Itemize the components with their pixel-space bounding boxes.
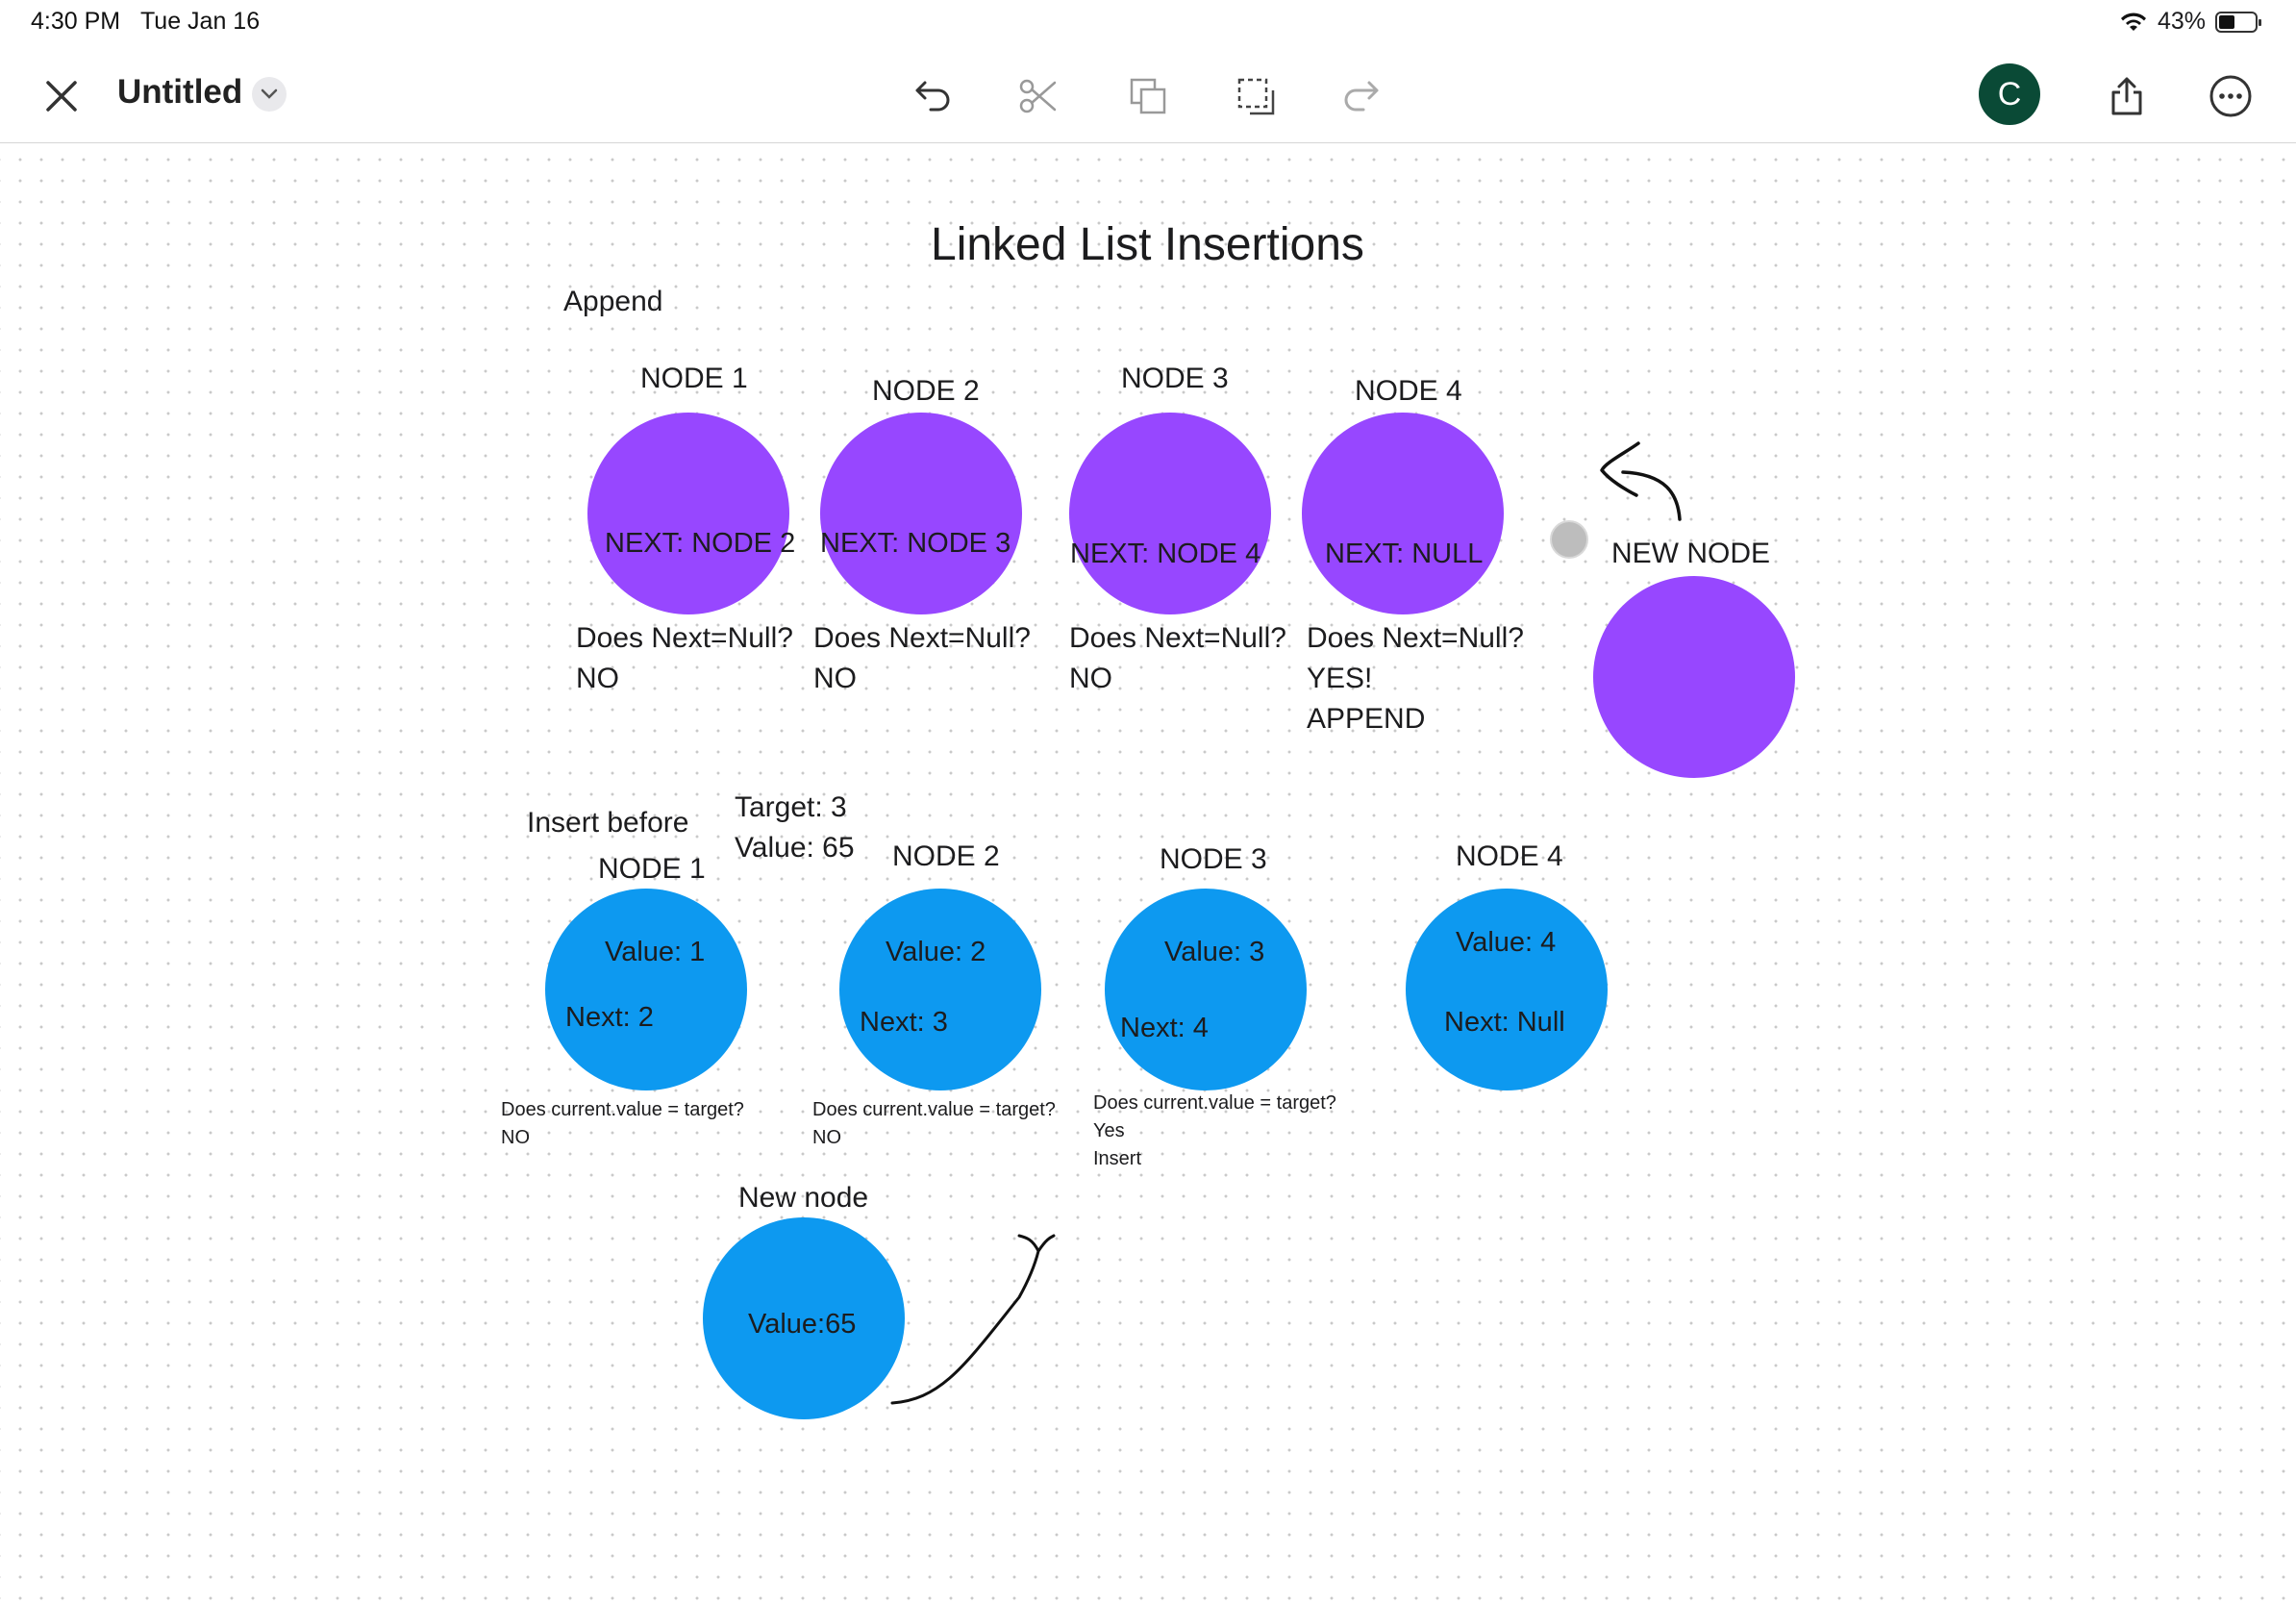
append-node-2-check: Does Next=Null? NO (813, 622, 1031, 694)
insert-new-node-circle[interactable] (703, 1217, 905, 1419)
avatar[interactable]: C (1979, 63, 2040, 125)
append-node-1-check: Does Next=Null? NO (576, 622, 793, 694)
share-icon (2111, 77, 2142, 115)
insert-node-1-check: Does current.value = target? NO (501, 1099, 744, 1148)
cut-button[interactable] (1008, 65, 1069, 127)
undo-icon (915, 81, 950, 112)
insert-node-4-next: Next: Null (1444, 1007, 1565, 1038)
insert-node-1-value: Value: 1 (605, 937, 706, 967)
close-icon (46, 81, 77, 112)
battery-icon (2215, 11, 2261, 33)
insert-node-3-value: Value: 3 (1164, 937, 1265, 967)
chevron-down-icon (261, 88, 278, 99)
connector-handle[interactable] (1550, 520, 1588, 559)
append-section-label: Append (563, 286, 663, 317)
cut-icon (1019, 79, 1057, 113)
append-node-3-circle[interactable] (1069, 413, 1271, 614)
insert-node-2-check: Does current.value = target? NO (812, 1099, 1056, 1148)
insert-node-4-circle[interactable] (1406, 889, 1608, 1090)
wifi-icon (2120, 12, 2146, 31)
insert-node-1-label: NODE 1 (598, 853, 706, 885)
insert-node-2-next: Next: 3 (860, 1007, 948, 1038)
select-icon (1237, 78, 1275, 115)
insert-node-3-label: NODE 3 (1160, 843, 1267, 875)
status-indicators: 43% (2119, 8, 2261, 36)
status-bar: 4:30 PM Tue Jan 16 43% (0, 0, 2296, 48)
append-node-3-next: NEXT: NODE 4 (1070, 539, 1261, 569)
insert-section-label: Insert before (527, 807, 689, 839)
title-menu-button[interactable] (252, 77, 287, 112)
insert-params: Target: 3 Value: 65 (735, 791, 855, 864)
drawing-canvas[interactable]: Linked List Insertions Append NODE 1 NOD… (0, 143, 2296, 1604)
append-node-2-next: NEXT: NODE 3 (820, 528, 1011, 559)
more-icon (2209, 75, 2252, 117)
curved-arrow-ink (1600, 441, 1682, 521)
insert-node-3-circle[interactable] (1105, 889, 1307, 1090)
redo-button[interactable] (1331, 65, 1392, 127)
append-node-4-next: NEXT: NULL (1325, 539, 1484, 569)
insert-new-node-value: Value:65 (748, 1309, 857, 1340)
insert-node-3-next: Next: 4 (1120, 1013, 1209, 1043)
share-button[interactable] (2096, 65, 2158, 127)
insert-arrow-ink (890, 1234, 1056, 1405)
duplicate-button[interactable] (1117, 65, 1179, 127)
battery-percent: 43% (2157, 8, 2206, 35)
insert-node-4-label: NODE 4 (1456, 840, 1563, 872)
document-title[interactable]: Untitled (117, 73, 243, 111)
append-node-1-label: NODE 1 (640, 363, 748, 394)
insert-node-2-circle[interactable] (839, 889, 1041, 1090)
insert-node-1-next: Next: 2 (565, 1002, 654, 1033)
append-node-2-circle[interactable] (820, 413, 1022, 614)
canvas-title: Linked List Insertions (931, 219, 1364, 270)
append-node-3-check: Does Next=Null? NO (1069, 622, 1286, 694)
status-time: 4:30 PM Tue Jan 16 (31, 8, 261, 35)
more-button[interactable] (2200, 65, 2261, 127)
append-node-1-circle[interactable] (587, 413, 789, 614)
insert-node-3-check: Does current.value = target? Yes Insert (1093, 1092, 1336, 1169)
append-node-3-label: NODE 3 (1121, 363, 1229, 394)
insert-new-node-label: New node (738, 1182, 869, 1214)
select-button[interactable] (1225, 65, 1286, 127)
redo-icon (1344, 81, 1379, 112)
insert-node-1-circle[interactable] (545, 889, 747, 1090)
append-node-4-check: Does Next=Null? YES! APPEND (1307, 622, 1524, 735)
duplicate-icon (1130, 78, 1166, 114)
append-new-node-circle[interactable] (1593, 576, 1795, 778)
append-new-node-label: NEW NODE (1611, 538, 1770, 569)
insert-node-2-label: NODE 2 (892, 840, 1000, 872)
insert-node-2-value: Value: 2 (886, 937, 986, 967)
close-button[interactable] (31, 65, 92, 127)
toolbar: Untitled C (0, 48, 2296, 143)
append-node-2-label: NODE 2 (872, 375, 980, 407)
append-node-1-next: NEXT: NODE 2 (605, 528, 796, 559)
append-node-4-circle[interactable] (1302, 413, 1504, 614)
insert-node-4-value: Value: 4 (1456, 927, 1557, 958)
undo-button[interactable] (902, 65, 963, 127)
append-node-4-label: NODE 4 (1355, 375, 1462, 407)
